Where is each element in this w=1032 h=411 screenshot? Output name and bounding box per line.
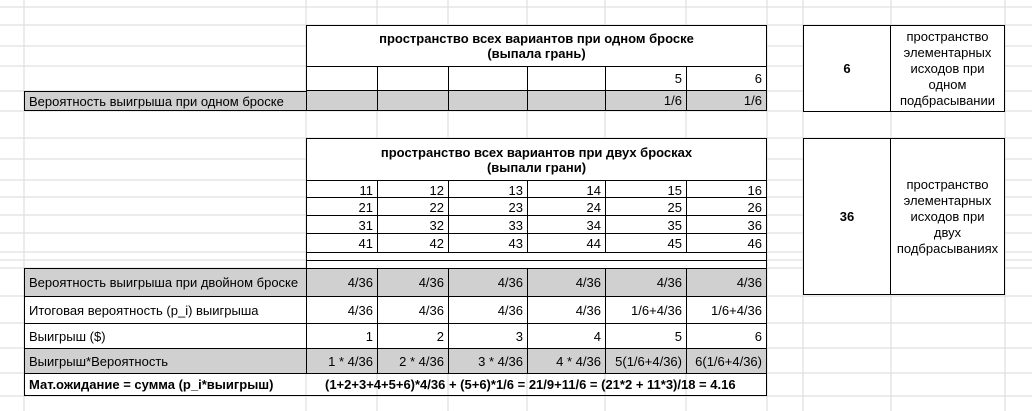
face-cell[interactable] [377,66,448,91]
outcome-cell[interactable]: 26 [686,197,767,216]
win-cell[interactable]: 3 [448,323,527,348]
outcome-cell[interactable]: 24 [527,197,605,216]
outcome-cell[interactable]: 32 [377,215,448,234]
double-prob-cell[interactable]: 4/36 [605,268,686,296]
outcome-cell[interactable]: 41 [306,233,377,252]
single-prob-cell[interactable] [377,91,448,111]
outcome-cell[interactable]: 25 [605,197,686,216]
win-cell[interactable]: 5 [605,323,686,348]
win-cell[interactable]: 2 [377,323,448,348]
outcome-cell[interactable]: 21 [306,197,377,216]
total-prob-cell[interactable]: 1/6+4/36 [605,296,686,323]
total-prob-cell[interactable]: 1/6+4/36 [686,296,767,323]
single-roll-header: пространство всех вариантов при одном бр… [306,25,767,66]
face-cell[interactable]: 6 [686,66,767,91]
outcome-cell[interactable]: 23 [448,197,527,216]
face-cell[interactable] [306,66,377,91]
single-prob-cell[interactable] [448,91,527,111]
expectation-label[interactable]: Мат.ожидание = сумма (p_i*выигрыш) [24,373,306,396]
single-roll-outcome-text: пространство элементарных исходов при од… [899,28,995,108]
outcome-cell[interactable]: 11 [306,180,377,199]
double-roll-outcome-description[interactable]: пространство элементарных исходов при дв… [890,138,1005,295]
total-prob-label[interactable]: Итоговая вероятность (p_i) выигрыша [24,296,306,323]
single-prob-cell[interactable]: 1/6 [686,91,767,111]
single-prob-cell[interactable]: 1/6 [605,91,686,111]
outcome-cell[interactable]: 14 [527,180,605,199]
outcome-cell[interactable]: 45 [605,233,686,252]
single-prob-cell[interactable] [306,91,377,111]
double-prob-cell[interactable]: 4/36 [527,268,605,296]
outcome-cell[interactable]: 12 [377,180,448,199]
double-prob-cell[interactable]: 4/36 [377,268,448,296]
double-prob-cell[interactable]: 4/36 [306,268,377,296]
total-prob-cell[interactable]: 4/36 [377,296,448,323]
outcome-cell[interactable]: 35 [605,215,686,234]
single-roll-outcome-count[interactable]: 6 [803,25,891,112]
win-times-prob-label[interactable]: Выигрыш*Вероятность [24,348,306,373]
win-times-prob-cell[interactable]: 6(1/6+4/36) [686,348,767,373]
outcome-cell[interactable]: 31 [306,215,377,234]
single-roll-title: пространство всех вариантов при одном бр… [379,31,694,46]
outcome-cell[interactable]: 43 [448,233,527,252]
win-times-prob-cell[interactable]: 2 * 4/36 [377,348,448,373]
win-cell[interactable]: 4 [527,323,605,348]
total-prob-cell[interactable]: 4/36 [448,296,527,323]
face-cell[interactable] [527,66,605,91]
outcome-cell[interactable]: 46 [686,233,767,252]
outcome-cell[interactable]: 15 [605,180,686,199]
double-roll-prob-label[interactable]: Вероятность выигрыша при двойном броске [24,268,306,296]
win-label[interactable]: Выигрыш ($) [24,323,306,348]
single-roll-prob-label[interactable]: Вероятность выигрыша при одном броске [24,91,306,111]
double-roll-outcome-text: пространство элементарных исходов при дв… [896,176,999,256]
empty-row[interactable] [306,260,767,268]
outcome-cell[interactable]: 44 [527,233,605,252]
double-roll-title: пространство всех вариантов при двух бро… [380,144,693,160]
double-roll-outcome-count[interactable]: 36 [803,138,891,295]
double-roll-subtitle: (выпали грани) [486,159,587,175]
double-prob-cell[interactable]: 4/36 [448,268,527,296]
double-prob-cell[interactable]: 4/36 [686,268,767,296]
empty-row[interactable] [306,252,767,260]
outcome-cell[interactable]: 33 [448,215,527,234]
win-times-prob-cell[interactable]: 1 * 4/36 [306,348,377,373]
win-cell[interactable]: 1 [306,323,377,348]
single-prob-cell[interactable] [527,91,605,111]
total-prob-cell[interactable]: 4/36 [527,296,605,323]
face-cell[interactable]: 5 [605,66,686,91]
single-roll-outcome-description[interactable]: пространство элементарных исходов при од… [890,25,1005,112]
win-times-prob-cell[interactable]: 5(1/6+4/36) [605,348,686,373]
outcome-cell[interactable]: 13 [448,180,527,199]
outcome-cell[interactable]: 36 [686,215,767,234]
outcome-cell[interactable]: 34 [527,215,605,234]
face-cell[interactable] [448,66,527,91]
win-cell[interactable]: 6 [686,323,767,348]
outcome-cell[interactable]: 22 [377,197,448,216]
win-times-prob-cell[interactable]: 4 * 4/36 [527,348,605,373]
win-times-prob-cell[interactable]: 3 * 4/36 [448,348,527,373]
total-prob-cell[interactable]: 4/36 [306,296,377,323]
single-roll-subtitle: (выпала грань) [487,46,586,61]
double-roll-header: пространство всех вариантов при двух бро… [306,138,767,180]
expectation-formula[interactable]: (1+2+3+4+5+6)*4/36 + (5+6)*1/6 = 21/9+11… [306,373,767,396]
outcome-cell[interactable]: 16 [686,180,767,199]
outcome-cell[interactable]: 42 [377,233,448,252]
